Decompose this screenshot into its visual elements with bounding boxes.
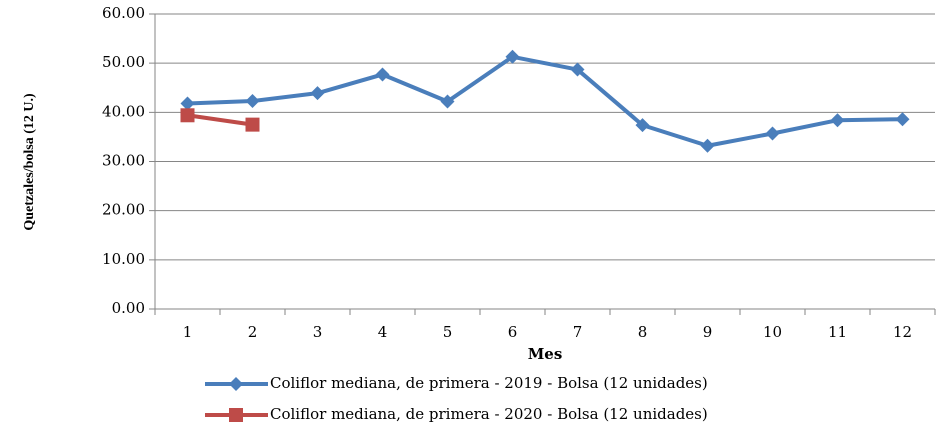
- x-tick-label: 7: [573, 323, 583, 341]
- y-tick-label: 30.00: [102, 152, 145, 170]
- x-tick-label: 11: [828, 323, 847, 341]
- data-point: [765, 126, 780, 141]
- x-tick-label: 4: [378, 323, 388, 341]
- data-point: [375, 67, 390, 82]
- legend-label: Coliflor mediana, de primera - 2019 - Bo…: [270, 374, 708, 392]
- legend-marker: [229, 408, 243, 422]
- data-point: [245, 117, 260, 132]
- y-tick-label: 20.00: [102, 201, 145, 219]
- legend-label: Coliflor mediana, de primera - 2020 - Bo…: [270, 405, 708, 423]
- data-point: [635, 118, 650, 133]
- data-point: [830, 113, 845, 128]
- x-tick-label: 3: [313, 323, 323, 341]
- data-point: [180, 108, 195, 123]
- y-tick-label: 40.00: [102, 102, 145, 120]
- x-axis-label: Mes: [528, 345, 563, 363]
- y-tick-label: 50.00: [102, 53, 145, 71]
- data-point: [440, 94, 455, 109]
- x-tick-label: 2: [248, 323, 258, 341]
- data-point: [310, 86, 325, 101]
- data-point: [700, 138, 715, 153]
- series-line: [187, 54, 903, 148]
- data-point: [570, 62, 585, 77]
- x-tick-label: 8: [638, 323, 648, 341]
- y-tick-label: 10.00: [102, 250, 145, 268]
- x-tick-label: 12: [893, 323, 912, 341]
- x-tick-label: 5: [443, 323, 453, 341]
- y-tick-label: 60.00: [102, 4, 145, 22]
- series-line: [187, 113, 253, 127]
- x-tick-label: 1: [183, 323, 193, 341]
- data-point: [245, 94, 260, 109]
- legend-marker: [229, 377, 243, 391]
- y-tick-label: 0.00: [112, 299, 145, 317]
- data-point: [895, 112, 910, 127]
- x-tick-label: 6: [508, 323, 518, 341]
- x-tick-label: 9: [703, 323, 713, 341]
- y-axis-label: Quetzales/bolsa (12 U.): [22, 93, 37, 231]
- data-point: [505, 49, 520, 64]
- x-tick-label: 10: [763, 323, 782, 341]
- data-point: [180, 96, 195, 111]
